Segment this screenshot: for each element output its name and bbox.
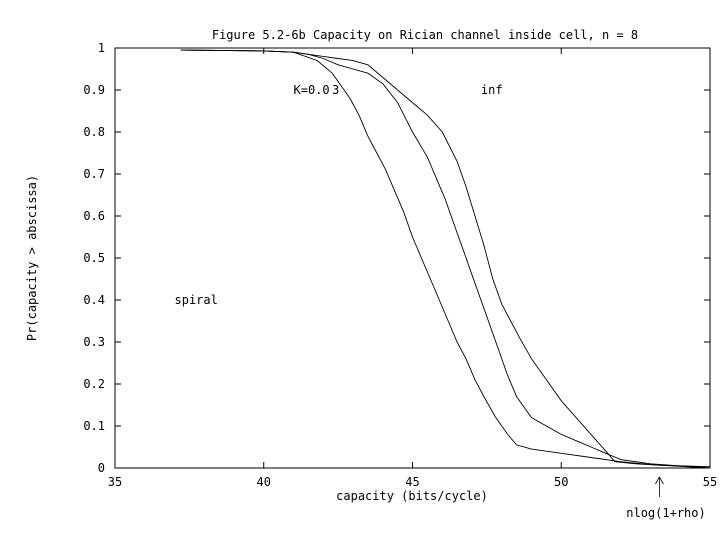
y-tick-label: 0.6: [83, 209, 105, 223]
annotations: K=0.0 3 inf spiral nlog(1+rho): [175, 83, 706, 520]
x-tick-label: 50: [554, 475, 568, 489]
y-tick-label: 0.4: [83, 293, 105, 307]
plot-frame: [114, 47, 711, 469]
series-line-3: [180, 49, 711, 468]
x-tick-label: 55: [703, 475, 717, 489]
y-tick-label: 0.7: [83, 167, 105, 181]
y-tick-label: 0.8: [83, 125, 105, 139]
series-line-1: [180, 49, 711, 469]
axis-ticks: 35 40 45 50 55 0 0.1 0.2 0.3 0.4 0.5 0.6 0.7 0.8 0.9 1: [83, 41, 717, 489]
three-label: 3: [332, 83, 339, 97]
inf-label: inf: [481, 83, 503, 97]
y-tick-label: 0.5: [83, 251, 105, 265]
y-axis-label: Pr(capacity > abscissa): [25, 175, 39, 341]
x-axis-label: capacity (bits/cycle): [336, 489, 488, 503]
y-tick-label: 0: [98, 461, 105, 475]
spiral-label: spiral: [175, 293, 218, 307]
y-tick-label: 0.1: [83, 419, 105, 433]
y-tick-label: 0.2: [83, 377, 105, 391]
x-tick-label: 45: [405, 475, 419, 489]
up-arrow-icon: [655, 476, 664, 485]
chart-title: Figure 5.2-6b Capacity on Rician channel…: [212, 28, 638, 42]
y-tick-label: 0.9: [83, 83, 105, 97]
data-lines: [180, 49, 711, 469]
y-tick-label: 1: [98, 41, 105, 55]
x-tick-label: 35: [108, 475, 122, 489]
k-label: K=0.0: [294, 83, 330, 97]
x-tick-label: 40: [257, 475, 271, 489]
series-line-2: [180, 49, 711, 469]
y-tick-label: 0.3: [83, 335, 105, 349]
marker-label: nlog(1+rho): [626, 506, 705, 520]
